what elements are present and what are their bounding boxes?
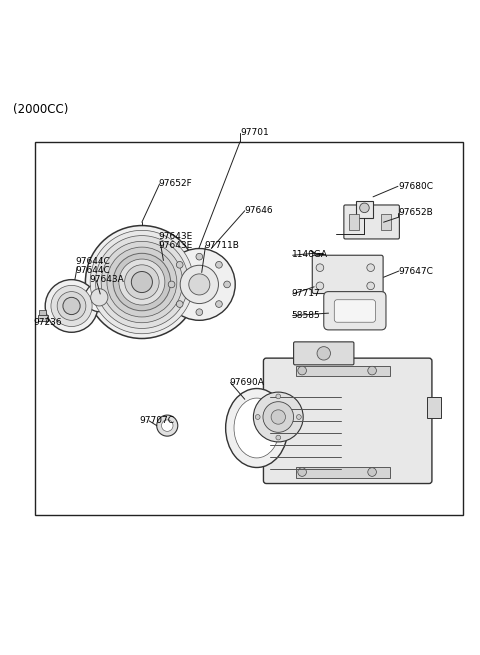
Text: 97643E: 97643E [158,232,193,241]
Circle shape [263,402,294,432]
Circle shape [168,281,175,288]
Text: 97690A: 97690A [229,378,264,387]
Bar [296,467,390,477]
Circle shape [189,274,210,295]
Circle shape [132,272,153,293]
Circle shape [255,415,260,419]
Circle shape [271,410,286,424]
Text: 97707C: 97707C [140,417,175,425]
Circle shape [85,283,114,312]
Text: 97643E: 97643E [158,240,193,250]
Circle shape [176,261,183,268]
Circle shape [298,468,306,476]
Circle shape [367,264,374,272]
Circle shape [224,281,230,288]
Circle shape [107,247,177,317]
Text: 97652F: 97652F [158,179,192,189]
FancyBboxPatch shape [294,342,354,365]
Circle shape [91,289,108,306]
Bar [427,397,441,419]
Circle shape [63,297,80,314]
Circle shape [276,394,281,399]
Circle shape [85,225,198,339]
Circle shape [119,259,165,305]
Circle shape [316,282,324,290]
Text: 97647C: 97647C [398,267,433,276]
Circle shape [90,231,193,333]
Text: 97643A: 97643A [89,275,124,284]
Circle shape [360,203,369,213]
Circle shape [297,415,301,419]
Text: 58585: 58585 [292,311,321,320]
Circle shape [157,415,178,436]
Bar [356,201,373,218]
Bar [381,214,391,231]
Ellipse shape [234,398,279,458]
Text: 1140GA: 1140GA [292,250,328,259]
Text: 97680C: 97680C [398,182,433,191]
FancyBboxPatch shape [324,291,386,330]
Bar [35,141,463,515]
Circle shape [368,366,376,375]
Circle shape [276,435,281,440]
Circle shape [96,236,188,328]
Circle shape [125,265,159,299]
Circle shape [180,265,218,303]
Circle shape [57,291,86,320]
Circle shape [298,366,306,375]
Text: 97644C: 97644C [75,265,109,274]
FancyBboxPatch shape [264,358,432,483]
Text: 97717: 97717 [292,290,321,299]
Circle shape [196,253,203,260]
Text: 97652B: 97652B [398,208,432,217]
Text: 97236: 97236 [33,318,62,328]
FancyBboxPatch shape [344,205,399,239]
Bar [296,365,390,377]
Circle shape [216,261,222,268]
Circle shape [45,280,98,332]
FancyBboxPatch shape [334,300,375,322]
FancyBboxPatch shape [312,255,383,293]
Circle shape [368,468,376,476]
Text: 97646: 97646 [245,206,274,215]
Circle shape [196,309,203,316]
Circle shape [101,241,182,323]
Circle shape [316,264,324,272]
Circle shape [113,253,170,310]
Bar [349,214,359,231]
Circle shape [317,346,330,360]
Bar [38,315,48,321]
Text: 97701: 97701 [240,128,269,137]
Text: 97711B: 97711B [204,240,239,250]
Circle shape [163,248,235,320]
Text: (2000CC): (2000CC) [12,103,68,115]
Circle shape [216,301,222,307]
Circle shape [161,420,173,432]
Circle shape [176,301,183,307]
Ellipse shape [226,388,288,468]
Text: 97644C: 97644C [75,257,109,266]
Bar [39,310,46,315]
Circle shape [253,392,303,442]
Circle shape [367,282,374,290]
Circle shape [51,286,92,327]
